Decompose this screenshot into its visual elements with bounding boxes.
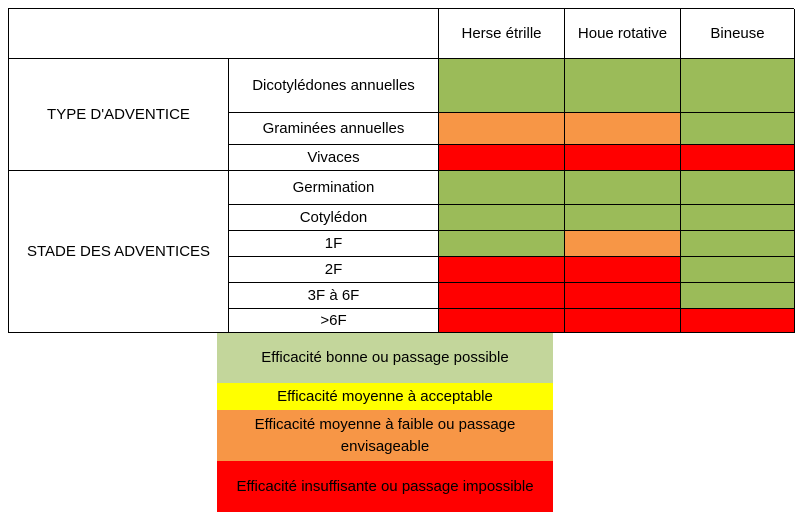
group-label: TYPE D'ADVENTICE bbox=[9, 59, 229, 171]
rating-cell bbox=[565, 309, 681, 333]
rating-cell bbox=[681, 257, 795, 283]
rating-cell bbox=[439, 59, 565, 113]
legend-item: Efficacité moyenne à acceptable bbox=[217, 383, 553, 410]
rating-cell bbox=[565, 113, 681, 145]
rating-cell bbox=[565, 257, 681, 283]
rating-cell bbox=[439, 205, 565, 231]
header-corner bbox=[9, 9, 439, 59]
legend-item: Efficacité moyenne à faible ou passage e… bbox=[217, 410, 553, 461]
rating-cell bbox=[565, 171, 681, 205]
rating-cell bbox=[681, 59, 795, 113]
rating-cell bbox=[681, 309, 795, 333]
legend-item: Efficacité bonne ou passage possible bbox=[217, 333, 553, 383]
row-label: 3F à 6F bbox=[229, 283, 439, 309]
rating-cell bbox=[565, 145, 681, 171]
row-label: Graminées annuelles bbox=[229, 113, 439, 145]
row-label: Cotylédon bbox=[229, 205, 439, 231]
efficacy-table: Herse étrille Houe rotative Bineuse TYPE D'… bbox=[8, 8, 795, 333]
rating-cell bbox=[565, 59, 681, 113]
row-label: 2F bbox=[229, 257, 439, 283]
rating-cell bbox=[681, 205, 795, 231]
rating-cell bbox=[439, 283, 565, 309]
row-label: Germination bbox=[229, 171, 439, 205]
rating-cell bbox=[681, 145, 795, 171]
row-label: 1F bbox=[229, 231, 439, 257]
rating-cell bbox=[681, 171, 795, 205]
rating-cell bbox=[681, 231, 795, 257]
row-label: >6F bbox=[229, 309, 439, 333]
row-label: Vivaces bbox=[229, 145, 439, 171]
rating-cell bbox=[439, 145, 565, 171]
rating-cell bbox=[565, 231, 681, 257]
rating-cell bbox=[681, 113, 795, 145]
group-label: STADE DES ADVENTICES bbox=[9, 171, 229, 333]
method-header: Herse étrille bbox=[439, 9, 565, 59]
rating-cell bbox=[681, 283, 795, 309]
rating-cell bbox=[439, 309, 565, 333]
rating-cell bbox=[439, 171, 565, 205]
legend: Efficacité bonne ou passage possible Effi… bbox=[217, 333, 553, 512]
rating-cell bbox=[565, 283, 681, 309]
legend-item: Efficacité insuffisante ou passage impos… bbox=[217, 461, 553, 512]
method-header: Bineuse bbox=[681, 9, 795, 59]
method-header: Houe rotative bbox=[565, 9, 681, 59]
rating-cell bbox=[439, 257, 565, 283]
rating-cell bbox=[439, 113, 565, 145]
row-label: Dicotylédones annuelles bbox=[229, 59, 439, 113]
rating-cell bbox=[565, 205, 681, 231]
rating-cell bbox=[439, 231, 565, 257]
